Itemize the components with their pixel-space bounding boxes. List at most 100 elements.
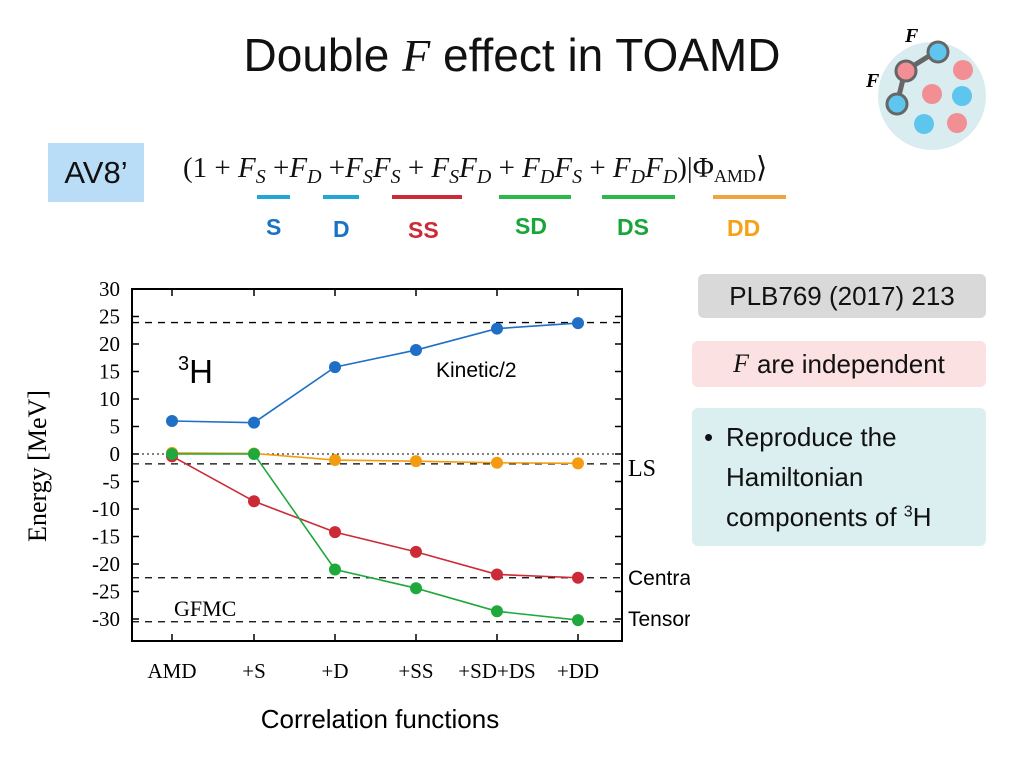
data-point-tensor — [166, 448, 178, 460]
y-tick-label: 30 — [99, 277, 120, 301]
y-tick-label: -5 — [103, 470, 121, 494]
logo-nucleon — [952, 86, 972, 106]
bullet-icon: • — [704, 422, 714, 452]
data-point-tensor — [491, 605, 503, 618]
formula-plus: + — [582, 152, 613, 184]
formula-open: (1 + — [183, 152, 239, 184]
logo-nucleon — [914, 114, 934, 134]
data-point-ls — [491, 456, 503, 469]
formula-term-sub: D — [630, 166, 646, 188]
formula-term-f: F — [645, 152, 663, 184]
plot-frame — [131, 288, 623, 642]
data-point-tensor — [410, 582, 422, 595]
reproduce-box: • Reproduce the Hamiltonian components o… — [692, 408, 986, 546]
formula-term-f: F — [612, 152, 631, 184]
series-line-tensor — [172, 453, 579, 621]
series-line-central — [171, 455, 579, 579]
term-label-ss: SS — [408, 217, 439, 243]
term-underline-ds — [602, 195, 675, 199]
logo-nucleon — [926, 40, 950, 64]
term-underline-d — [323, 195, 359, 199]
chart-static — [131, 288, 623, 642]
y-tick-label: -15 — [92, 525, 120, 549]
data-point-kinetic-2 — [572, 317, 584, 330]
formula-term-sub: S — [449, 166, 460, 188]
data-point-kinetic-2 — [410, 344, 422, 357]
formula-term-sub: S — [572, 166, 583, 188]
reproduce-line-3: components of 3H — [726, 502, 931, 533]
data-point-tensor — [329, 563, 341, 576]
formula-term-sub: S — [362, 166, 373, 188]
av8-label: AV8’ — [48, 143, 144, 202]
title-f-symbol: F — [402, 30, 431, 81]
y-tick-label: -30 — [92, 607, 120, 631]
reproduce-line-1: Reproduce the — [726, 422, 897, 452]
term-underline-sd — [499, 195, 571, 199]
data-point-ls — [329, 454, 341, 467]
reference-box: PLB769 (2017) 213 — [698, 274, 986, 318]
data-point-kinetic-2 — [248, 416, 260, 429]
x-tick-label: AMD — [147, 659, 196, 683]
y-tick-label: 25 — [99, 305, 120, 329]
series-label-tensor: Tensor — [628, 608, 690, 631]
nucleus-superscript: 3 — [178, 353, 189, 375]
term-label-sd: SD — [515, 213, 547, 239]
nucleus-logo-icon: F F — [865, 25, 986, 150]
data-point-ls — [572, 457, 584, 470]
formula-term-f: F — [345, 152, 363, 184]
formula-plus: + — [400, 152, 432, 184]
data-point-central — [329, 526, 341, 539]
nucleus-symbol: H — [189, 353, 213, 390]
term-label-d: D — [333, 216, 350, 242]
formula-term-f: F — [238, 152, 256, 184]
logo-f-label: F — [904, 25, 919, 47]
tick-layer: 30 25 20 15 10 5 0 -5 -10 -15 -20 -25 -30 AMD +S +D +SS +… — [92, 277, 622, 683]
x-tick-label: +S — [242, 659, 266, 683]
series-line-kinetic-2 — [171, 322, 579, 424]
formula-plus: + — [265, 152, 290, 184]
term-label-ds: DS — [617, 214, 649, 240]
term-label-dd: DD — [727, 215, 761, 241]
formula-term-sub: D — [476, 166, 492, 188]
formula-term-f: F — [289, 152, 308, 184]
data-point-kinetic-2 — [329, 361, 341, 374]
formula-plus: + — [321, 152, 346, 184]
gfmc-label: GFMC — [174, 596, 236, 621]
formula-term-f: F — [372, 152, 391, 184]
data-point-central — [491, 568, 503, 581]
formula-term-f: F — [459, 152, 477, 184]
term-underline-dd — [713, 195, 786, 199]
x-tick-label: +SD+DS — [458, 659, 535, 683]
data-point-tensor — [572, 614, 584, 627]
av8-text: AV8’ — [64, 154, 128, 190]
logo-nucleon — [885, 92, 909, 116]
formula-term-f: F — [554, 152, 573, 184]
formula-term-f: F — [431, 152, 450, 184]
data-point-ls — [410, 455, 422, 468]
data-point-kinetic-2 — [491, 322, 503, 335]
correlation-formula: (1 + FS +FD +FSFS + FSFD + FDFS + FDFD)|… — [183, 150, 767, 189]
y-tick-label: 20 — [99, 332, 120, 356]
term-underline-ss — [392, 195, 462, 199]
series-label-kinetic: Kinetic/2 — [436, 359, 517, 382]
formula-amd-sub: AMD — [713, 166, 756, 186]
y-tick-label: 15 — [99, 360, 120, 384]
logo-nucleon — [953, 60, 973, 80]
x-tick-label: +D — [321, 659, 348, 683]
logo-f-label: F — [865, 70, 880, 92]
reproduce-line-2: Hamiltonian — [726, 462, 864, 492]
x-tick-label: +DD — [557, 659, 599, 683]
title-text-2: effect in TOAMD — [442, 29, 781, 81]
series-label-central: Central — [628, 567, 690, 590]
independent-text: are independent — [756, 348, 945, 379]
y-tick-label: -25 — [92, 580, 120, 604]
y-tick-label: 10 — [99, 387, 120, 411]
series-layer — [166, 317, 584, 627]
data-point-central — [410, 545, 422, 558]
formula-plus: + — [491, 152, 523, 184]
formula-term-sub: S — [390, 166, 401, 188]
y-tick-label: 0 — [110, 442, 121, 466]
y-axis-label: Energy [MeV] — [23, 390, 52, 542]
formula-term-sub: D — [539, 166, 555, 188]
